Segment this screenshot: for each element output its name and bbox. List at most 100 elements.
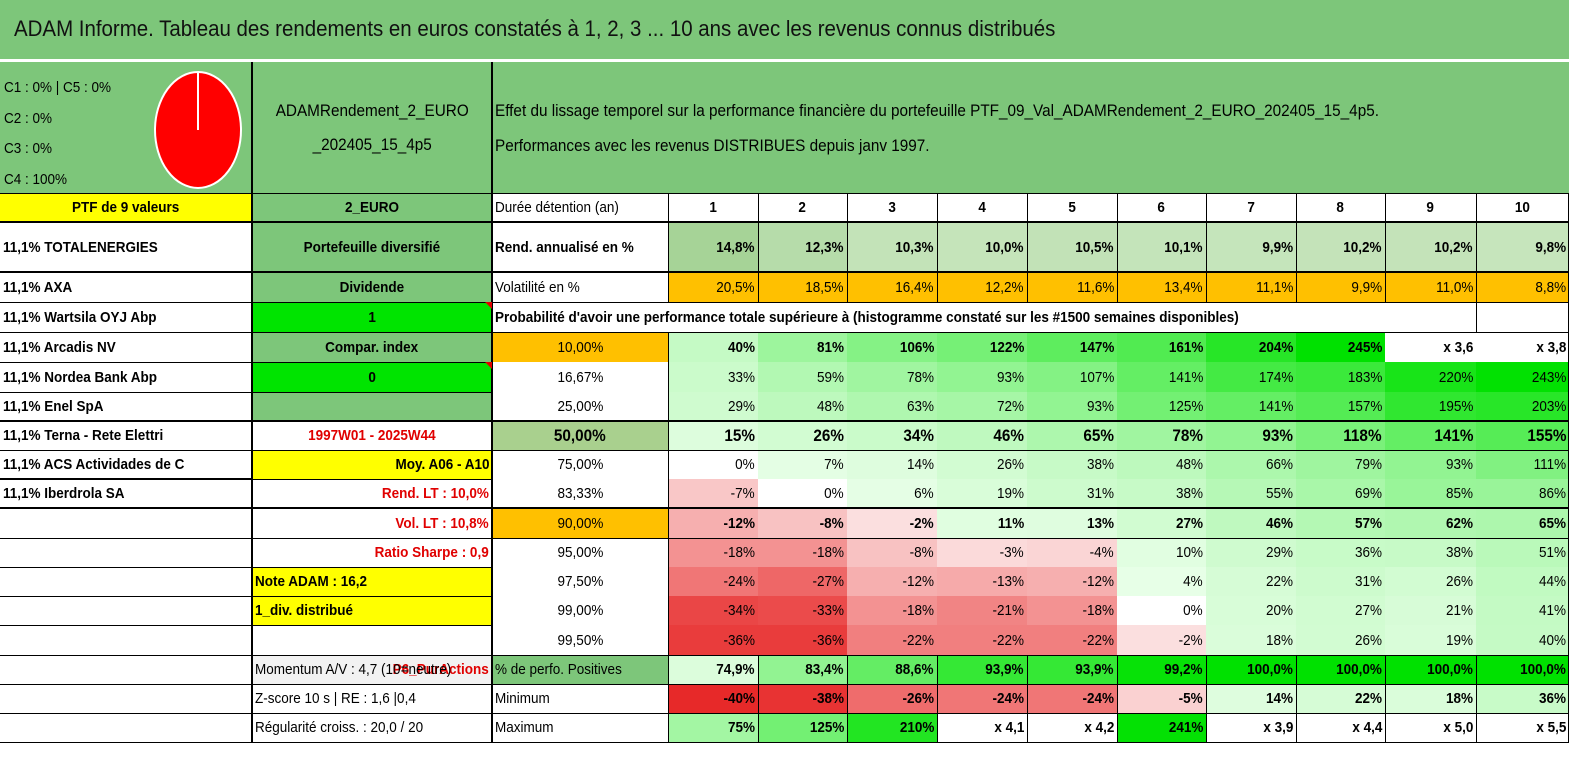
- grid-line: [1296, 655, 1297, 742]
- probability-value: 220%: [1385, 362, 1476, 392]
- probability-value: 7%: [758, 450, 847, 479]
- probability-level: 25,00%: [557, 398, 603, 415]
- probability-value: 65%: [1027, 421, 1117, 450]
- dividend-label: Dividende: [252, 272, 492, 302]
- probability-value: -2%: [847, 508, 937, 538]
- positive-perf-value: 83,4%: [758, 655, 847, 684]
- probability-value: 85%: [1385, 479, 1476, 508]
- probability-value: 21%: [1385, 596, 1476, 625]
- grid-line: [0, 508, 492, 509]
- grid-line: [1206, 655, 1207, 742]
- portfolio-type: Portefeuille diversifié: [252, 222, 492, 272]
- maximum-value: 241%: [1117, 713, 1206, 742]
- annualized-return-value: 10,1%: [1117, 222, 1206, 272]
- grid-line: [0, 332, 492, 333]
- description-line: Performances avec les revenus DISTRIBUES…: [495, 135, 930, 155]
- probability-value: 65%: [1476, 508, 1569, 538]
- probability-value: -22%: [1027, 625, 1117, 655]
- grid-line: [937, 655, 938, 742]
- probability-value: -13%: [937, 567, 1027, 596]
- report-title: ADAM Informe. Tableau des rendements en …: [14, 16, 1056, 41]
- grid-line: [0, 421, 492, 422]
- grid-line: [0, 538, 492, 539]
- grid-line: [0, 567, 492, 568]
- holding-row: 11,1% Wartsila OYJ Abp: [3, 308, 157, 326]
- probability-value: 13%: [1027, 508, 1117, 538]
- probability-value: 141%: [1385, 421, 1476, 450]
- probability-value: -3%: [937, 538, 1027, 567]
- probability-value: 40%: [668, 332, 758, 362]
- probability-value: 245%: [1296, 332, 1385, 362]
- probability-value: 4%: [1117, 567, 1206, 596]
- probability-value: 40%: [1476, 625, 1569, 655]
- probability-value: -12%: [668, 508, 758, 538]
- portfolio-name-cell: ADAMRendement_2_EURO _202405_15_4p5: [252, 62, 492, 193]
- maximum-value: x 3,9: [1206, 713, 1296, 742]
- probability-value: 93%: [1385, 450, 1476, 479]
- dividend-input[interactable]: 1: [252, 302, 492, 332]
- grid-line: [251, 62, 253, 742]
- holding-row: 11,1% TOTALENERGIES: [3, 238, 158, 256]
- grid-line: [0, 302, 1569, 303]
- probability-value: 55%: [1206, 479, 1296, 508]
- probability-value: 62%: [1385, 508, 1476, 538]
- holding-row: 11,1% ACS Actividades de C: [3, 456, 185, 473]
- annualized-return-value: 10,2%: [1385, 222, 1476, 272]
- probability-value: 41%: [1476, 596, 1569, 625]
- grid-line: [0, 392, 492, 393]
- positive-perf-value: 100,0%: [1206, 655, 1296, 684]
- probability-value: 46%: [937, 421, 1027, 450]
- positive-perf-value: 100,0%: [1385, 655, 1476, 684]
- volatility-value: 11,1%: [1206, 272, 1296, 302]
- probability-value: -22%: [847, 625, 937, 655]
- period-range: 1997W01 - 2025W44: [308, 427, 436, 444]
- probability-level: 16,67%: [557, 368, 603, 386]
- regularity-indicator: Régularité croiss. : 20,0 / 20: [255, 719, 424, 736]
- maximum-label: Maximum: [495, 719, 554, 736]
- probability-value: 14%: [847, 450, 937, 479]
- momentum-indicator: Momentum A/V : 4,7 (10=neutre): [255, 661, 452, 678]
- probability-value: 204%: [1206, 332, 1296, 362]
- probability-value: 93%: [937, 362, 1027, 392]
- dividend-mode: 1_div. distribué: [252, 596, 492, 625]
- minimum-value: 22%: [1296, 684, 1385, 713]
- probability-level: 75,00%: [557, 456, 603, 473]
- probability-value: -36%: [668, 625, 758, 655]
- volatility-value: 9,9%: [1296, 272, 1385, 302]
- long-term-return: Rend. LT : 10,0%: [381, 485, 489, 502]
- grid-line: [1206, 193, 1207, 302]
- grid-line: [1296, 193, 1297, 302]
- grid-line: [1385, 193, 1386, 302]
- portfolio-name-line: _202405_15_4p5: [312, 134, 432, 154]
- probability-value: -36%: [758, 625, 847, 655]
- year-header: 7: [1247, 199, 1255, 216]
- probability-value: 26%: [1385, 567, 1476, 596]
- probability-value: -18%: [847, 596, 937, 625]
- probability-value: 72%: [937, 392, 1027, 421]
- probability-header: Probabilité d'avoir une performance tota…: [495, 308, 1239, 326]
- composition-line: C3 : 0%: [4, 140, 53, 157]
- grid-line: [0, 450, 492, 451]
- probability-level: 10,00%: [492, 332, 668, 362]
- probability-value: 18%: [1206, 625, 1296, 655]
- probability-level: 95,00%: [557, 544, 603, 561]
- annualized-return-value: 10,3%: [847, 222, 937, 272]
- minimum-value: -40%: [668, 684, 758, 713]
- duration-label: Durée détention (an): [495, 199, 619, 216]
- probability-value: 29%: [668, 392, 758, 421]
- probability-value: 36%: [1296, 538, 1385, 567]
- grid-line: [847, 655, 848, 742]
- volatility-value: 8,8%: [1476, 272, 1569, 302]
- grid-line: [491, 62, 493, 742]
- probability-value: 174%: [1206, 362, 1296, 392]
- annualized-return-value: 9,9%: [1206, 222, 1296, 272]
- probability-level: 90,00%: [492, 508, 668, 538]
- compar-index-input[interactable]: 0: [252, 362, 492, 392]
- minimum-value: 36%: [1476, 684, 1569, 713]
- maximum-value: x 4,1: [937, 713, 1027, 742]
- probability-value: 26%: [1296, 625, 1385, 655]
- positive-perf-value: 100,0%: [1296, 655, 1385, 684]
- probability-value: 93%: [1206, 421, 1296, 450]
- grid-line: [0, 362, 492, 363]
- probability-value: -21%: [937, 596, 1027, 625]
